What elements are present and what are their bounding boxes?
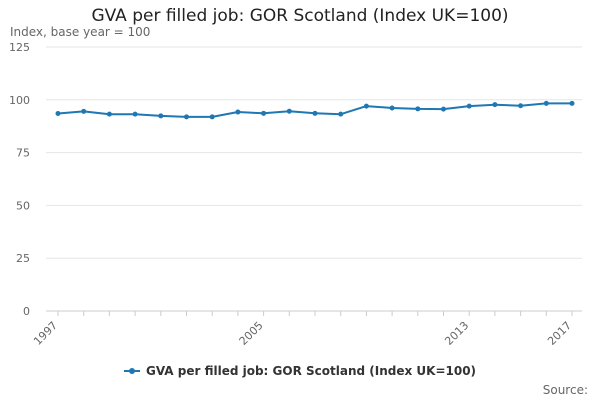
y-tick-label: 0 xyxy=(23,305,30,318)
legend[interactable]: GVA per filled job: GOR Scotland (Index … xyxy=(0,364,600,378)
data-point[interactable] xyxy=(543,100,549,106)
data-point[interactable] xyxy=(518,103,524,109)
y-axis-title: Index, base year = 100 xyxy=(10,25,151,39)
data-point[interactable] xyxy=(286,108,292,114)
series-layer xyxy=(55,100,575,120)
x-tick-label: 2017 xyxy=(545,319,574,348)
x-axis xyxy=(46,310,582,316)
data-point[interactable] xyxy=(209,114,215,120)
data-point[interactable] xyxy=(338,111,344,117)
data-point[interactable] xyxy=(569,100,575,106)
data-point[interactable] xyxy=(415,106,421,112)
y-tick-labels: 0 25 50 75 100 125 xyxy=(9,41,30,318)
y-tick-label: 75 xyxy=(16,147,30,160)
data-point[interactable] xyxy=(158,113,164,119)
grid-lines xyxy=(46,46,582,259)
x-tick-labels: 1997 2005 2013 2017 xyxy=(31,319,574,348)
chart-title: GVA per filled job: GOR Scotland (Index … xyxy=(91,6,509,26)
y-tick-label: 125 xyxy=(9,41,30,54)
data-point[interactable] xyxy=(132,111,138,117)
data-point[interactable] xyxy=(492,102,498,108)
x-tick-label: 1997 xyxy=(31,319,60,348)
legend-swatch-icon xyxy=(123,367,140,374)
data-point[interactable] xyxy=(466,103,472,109)
x-tick-label: 2005 xyxy=(237,319,266,348)
legend-label: GVA per filled job: GOR Scotland (Index … xyxy=(145,364,477,378)
data-point[interactable] xyxy=(363,103,369,109)
data-point[interactable] xyxy=(55,111,61,117)
y-tick-label: 50 xyxy=(16,199,30,212)
data-point[interactable] xyxy=(106,111,112,117)
data-point[interactable] xyxy=(441,106,446,112)
y-tick-label: 25 xyxy=(16,252,30,265)
data-point[interactable] xyxy=(389,105,395,111)
x-tick-label: 2013 xyxy=(442,319,471,348)
data-point[interactable] xyxy=(235,109,241,115)
source-label: Source: xyxy=(542,383,588,397)
data-point[interactable] xyxy=(184,114,189,120)
y-tick-label: 100 xyxy=(9,94,30,107)
data-point[interactable] xyxy=(261,110,267,116)
data-point[interactable] xyxy=(81,108,87,114)
data-point[interactable] xyxy=(312,110,318,116)
